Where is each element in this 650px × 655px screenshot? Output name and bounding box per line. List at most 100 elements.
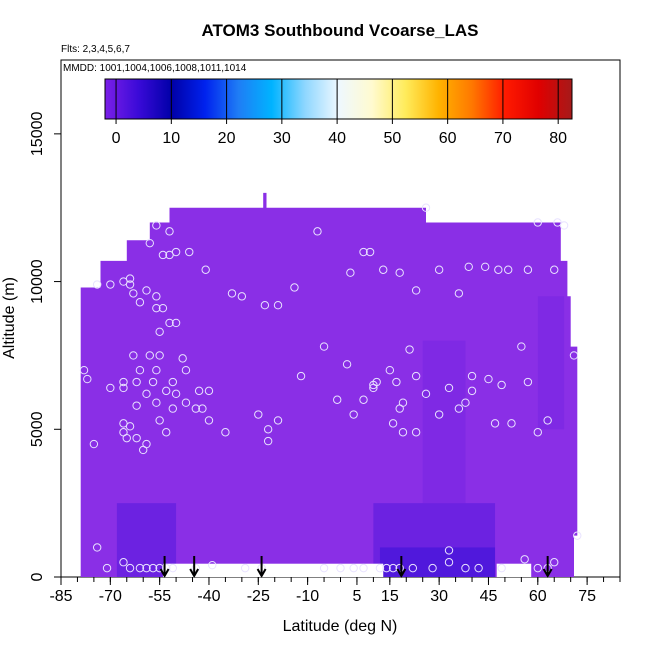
- sample-point: [106, 383, 115, 393]
- colorbar-tick-label: 70: [494, 130, 512, 147]
- sample-point: [346, 268, 355, 277]
- sample-point: [135, 563, 145, 573]
- sample-point: [421, 389, 431, 399]
- sample-point: [204, 386, 214, 396]
- sample-point: [444, 558, 454, 567]
- x-tick-label: -25: [247, 588, 270, 605]
- colorbar-tick-label: 60: [439, 130, 457, 147]
- data-gap: [496, 563, 532, 577]
- sample-point: [125, 280, 135, 289]
- sample-point: [392, 377, 401, 387]
- x-axis: -85 -70 -55 -40 -25 -10 5 15 30 45 60 75: [49, 577, 621, 605]
- x-tick-label: 15: [381, 588, 399, 605]
- x-tick-label: -10: [296, 588, 319, 605]
- sample-point: [152, 366, 161, 375]
- sample-point: [194, 386, 204, 396]
- flights-info: Flts: 2,3,4,5,6,7: [61, 44, 130, 55]
- y-tick-label: 0: [29, 572, 46, 581]
- sample-point: [106, 280, 115, 289]
- sample-point: [444, 383, 454, 393]
- sample-point: [319, 563, 329, 573]
- sample-point: [336, 563, 345, 573]
- sample-point: [92, 543, 102, 552]
- points-layer: [79, 203, 582, 573]
- sample-point: [349, 410, 358, 419]
- sample-point: [385, 366, 395, 375]
- sample-point: [421, 203, 431, 212]
- x-tick-label: -85: [49, 588, 72, 605]
- y-tick-label: 10000: [29, 259, 46, 304]
- sample-point: [507, 419, 516, 428]
- sample-point: [359, 247, 368, 257]
- sample-point: [165, 318, 174, 328]
- sample-point: [142, 563, 151, 573]
- sample-point: [454, 404, 464, 413]
- low-value-region: [537, 296, 565, 430]
- sample-point: [162, 386, 171, 396]
- sample-point: [480, 262, 490, 271]
- southbound-arrow: [396, 556, 407, 579]
- sample-point: [227, 289, 237, 298]
- sample-point: [79, 366, 89, 375]
- sample-point: [461, 563, 470, 573]
- heatmap-layer: [80, 192, 578, 577]
- sample-point: [411, 371, 421, 381]
- sample-point: [359, 563, 368, 573]
- sample-point: [395, 268, 404, 277]
- sample-point: [497, 380, 506, 390]
- sample-point: [135, 298, 145, 307]
- sample-point: [155, 416, 164, 425]
- sample-point: [569, 351, 579, 360]
- low-value-region: [379, 547, 496, 577]
- sample-point: [92, 280, 102, 289]
- sample-point: [132, 433, 141, 443]
- y-tick-label: 15000: [29, 112, 46, 157]
- sample-point: [119, 383, 128, 393]
- x-tick-label: 75: [578, 588, 596, 605]
- colorbar-tick-label: 10: [162, 130, 180, 147]
- sample-point: [171, 389, 181, 399]
- sample-point: [504, 265, 513, 274]
- sample-point: [573, 531, 582, 540]
- sample-point: [405, 345, 414, 354]
- sample-point: [102, 563, 112, 573]
- sample-point: [191, 404, 201, 413]
- sample-point: [145, 351, 154, 360]
- colorbar: 0 10 20 30 40 50 60 70 80: [104, 78, 573, 147]
- southbound-arrow: [542, 556, 553, 579]
- sample-point: [263, 425, 273, 434]
- sample-point: [181, 366, 191, 375]
- sample-point: [152, 303, 161, 313]
- southbound-arrow: [256, 556, 267, 579]
- sample-point: [464, 262, 473, 271]
- southbound-arrow: [159, 556, 170, 579]
- sample-point: [155, 327, 164, 336]
- arrow-head: [256, 568, 267, 579]
- data-coverage: [80, 192, 578, 577]
- sample-point: [372, 377, 381, 387]
- colorbar-tick-label: 0: [112, 130, 121, 147]
- sample-point: [171, 247, 181, 257]
- sample-point: [550, 265, 559, 274]
- sample-point: [523, 377, 533, 387]
- sample-point: [444, 546, 454, 555]
- data-gap: [162, 563, 384, 577]
- sample-point: [132, 377, 141, 387]
- sample-point: [221, 428, 230, 437]
- sample-point: [155, 351, 164, 360]
- x-tick-label: 45: [480, 588, 498, 605]
- sample-point: [533, 563, 542, 573]
- sample-point: [523, 265, 533, 274]
- sample-point: [181, 398, 191, 407]
- sample-point: [260, 301, 270, 310]
- x-axis-label: Latitude (deg N): [283, 618, 398, 635]
- colorbar-tick-label: 80: [549, 130, 567, 147]
- y-tick-label: 5000: [29, 411, 46, 447]
- sample-point: [145, 238, 154, 248]
- sample-point: [434, 410, 444, 419]
- x-tick-label: 60: [529, 588, 547, 605]
- sample-point: [204, 416, 214, 425]
- sample-point: [490, 419, 500, 428]
- sample-point: [135, 366, 145, 375]
- sample-point: [125, 563, 135, 573]
